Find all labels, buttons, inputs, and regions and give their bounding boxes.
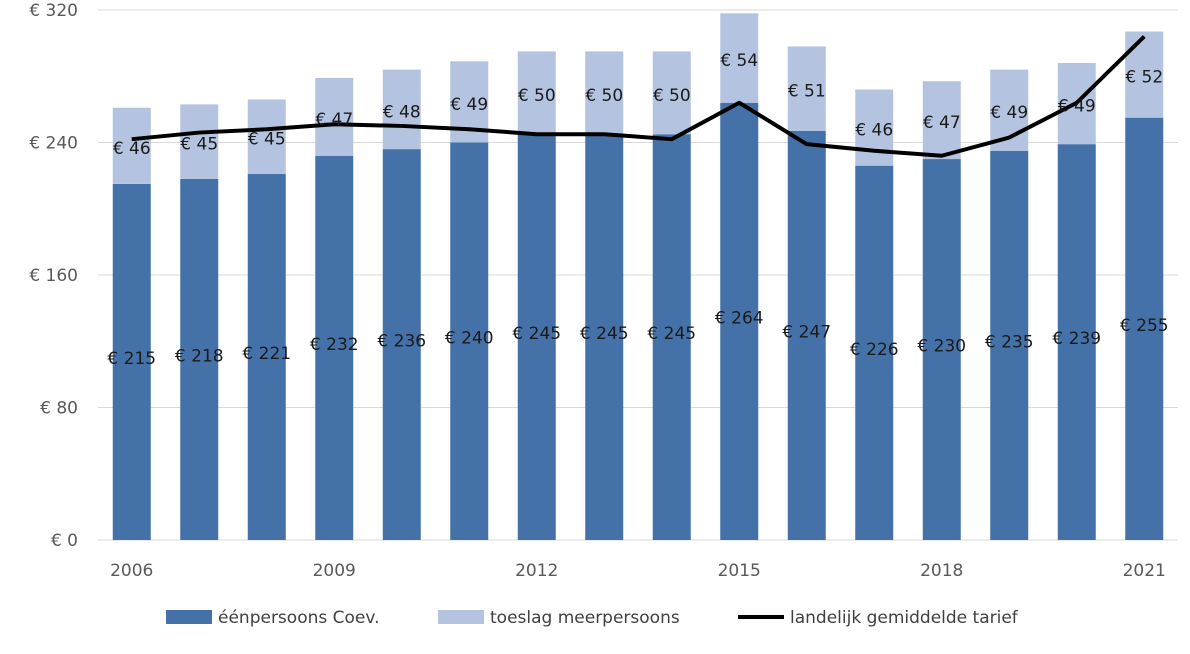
x-tick-label: 2006 <box>110 561 153 581</box>
bar-toeslag <box>517 51 556 135</box>
average-line <box>131 35 1146 158</box>
data-label-toeslag: € 49 <box>1058 97 1096 117</box>
bar-eenpersoons <box>855 165 894 540</box>
bar-eenpersoons <box>382 149 421 540</box>
x-tick-label: 2021 <box>1123 561 1166 581</box>
bar-toeslag <box>720 13 759 103</box>
y-tick-label: € 0 <box>51 531 78 551</box>
bar-eenpersoons <box>585 134 624 540</box>
data-label-toeslag: € 51 <box>788 82 826 102</box>
data-label-eenpersoons: € 236 <box>377 332 426 352</box>
bar-toeslag <box>652 51 691 135</box>
bar-eenpersoons <box>1125 117 1164 540</box>
data-label-eenpersoons: € 221 <box>242 344 291 364</box>
data-label-toeslag: € 45 <box>180 135 218 155</box>
data-label-eenpersoons: € 235 <box>985 332 1034 352</box>
bar-eenpersoons <box>1057 144 1096 540</box>
data-label-eenpersoons: € 215 <box>107 349 156 369</box>
bar-eenpersoons <box>517 134 556 540</box>
line-landelijk-gemiddelde <box>131 35 1146 158</box>
legend: éénpersoons Coev. toeslag meerpersoons lan… <box>166 608 1019 628</box>
bar-eenpersoons <box>112 183 151 540</box>
data-label-eenpersoons: € 230 <box>917 337 966 357</box>
bar-toeslag <box>180 104 219 179</box>
legend-label: landelijk gemiddelde tarief <box>790 608 1019 628</box>
data-label-eenpersoons: € 247 <box>782 322 831 342</box>
data-label-eenpersoons: € 218 <box>175 346 224 366</box>
bar-toeslag <box>382 69 421 150</box>
data-labels: € 215 € 46 € 218 € 45 € 221 € 45 € 232 € 47 € 23… <box>107 51 1168 369</box>
data-label-toeslag: € 46 <box>113 139 151 159</box>
data-label-toeslag: € 50 <box>585 86 623 106</box>
data-label-toeslag: € 50 <box>518 86 556 106</box>
data-label-toeslag: € 52 <box>1125 68 1163 88</box>
bar-eenpersoons <box>180 178 219 540</box>
legend-swatch <box>166 610 212 624</box>
y-tick-label: € 160 <box>29 266 78 286</box>
y-axis-ticks: € 0 € 80 € 160 € 240 € 320 <box>29 1 78 551</box>
data-label-eenpersoons: € 245 <box>580 324 629 344</box>
data-label-eenpersoons: € 245 <box>647 324 696 344</box>
data-label-eenpersoons: € 264 <box>715 308 764 328</box>
bar-toeslag <box>922 81 961 160</box>
data-label-eenpersoons: € 240 <box>445 328 494 348</box>
data-label-toeslag: € 47 <box>923 113 961 133</box>
data-label-eenpersoons: € 239 <box>1052 329 1101 349</box>
legend-label: éénpersoons Coev. <box>218 608 380 628</box>
bar-toeslag <box>247 99 286 174</box>
y-tick-label: € 320 <box>29 1 78 21</box>
data-label-eenpersoons: € 226 <box>850 340 899 360</box>
legend-label: toeslag meerpersoons <box>490 608 680 628</box>
data-label-toeslag: € 49 <box>990 103 1028 123</box>
bar-toeslag <box>315 77 354 156</box>
x-tick-label: 2018 <box>920 561 963 581</box>
data-label-toeslag: € 46 <box>855 121 893 141</box>
bar-toeslag <box>1125 31 1164 118</box>
bar-eenpersoons <box>247 173 286 540</box>
data-label-eenpersoons: € 255 <box>1120 316 1169 336</box>
bar-eenpersoons <box>990 150 1029 540</box>
data-label-toeslag: € 48 <box>383 102 421 122</box>
y-tick-label: € 240 <box>29 134 78 154</box>
bar-eenpersoons <box>652 134 691 540</box>
bar-toeslag <box>585 51 624 135</box>
bar-eenpersoons <box>450 142 489 540</box>
data-label-eenpersoons: € 232 <box>310 335 359 355</box>
data-label-toeslag: € 54 <box>720 51 758 71</box>
bar-eenpersoons <box>315 155 354 540</box>
bar-toeslag <box>112 107 151 184</box>
y-tick-label: € 80 <box>40 399 78 419</box>
bar-eenpersoons <box>720 102 759 540</box>
data-label-toeslag: € 49 <box>450 95 488 115</box>
bar-toeslag <box>787 46 826 131</box>
x-tick-label: 2012 <box>515 561 558 581</box>
legend-swatch <box>438 610 484 624</box>
bar-eenpersoons <box>922 159 961 540</box>
bars <box>112 13 1164 540</box>
data-label-toeslag: € 50 <box>653 86 691 106</box>
bar-eenpersoons <box>787 130 826 540</box>
x-tick-label: 2015 <box>718 561 761 581</box>
data-label-toeslag: € 47 <box>315 110 353 130</box>
x-axis-ticks: 2006 2009 2012 2015 2018 2021 <box>110 561 1166 581</box>
data-label-toeslag: € 45 <box>248 130 286 150</box>
x-tick-label: 2009 <box>313 561 356 581</box>
data-label-eenpersoons: € 245 <box>512 324 561 344</box>
